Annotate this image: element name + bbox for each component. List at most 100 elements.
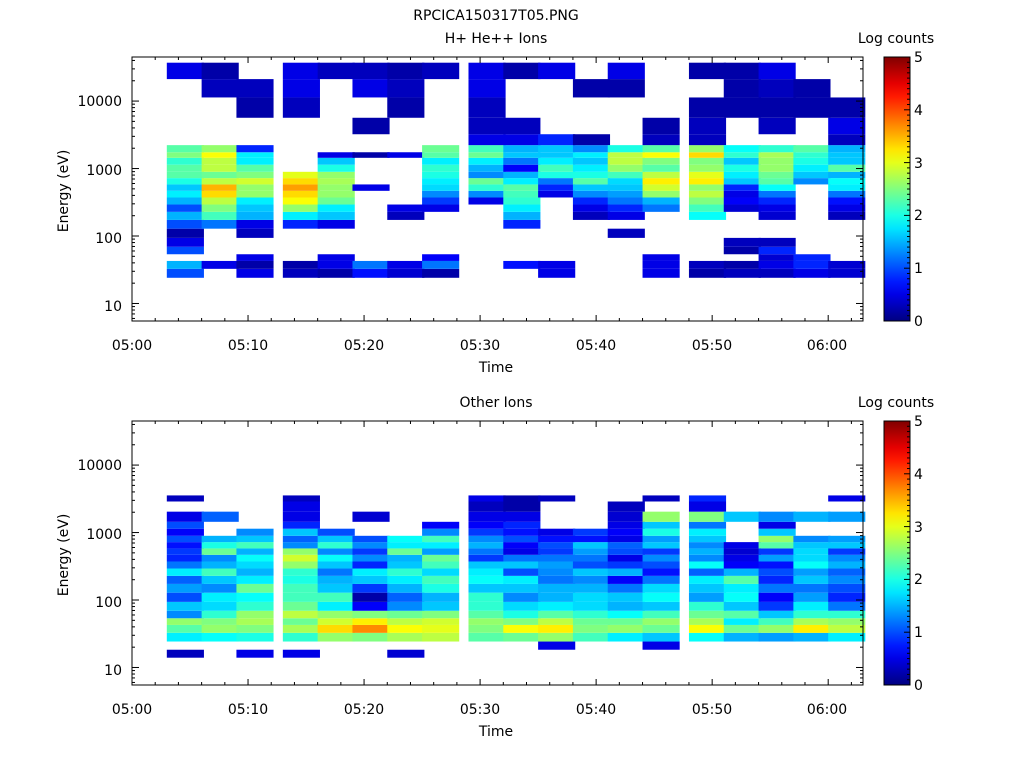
heatmap-cell (422, 152, 460, 158)
colorbar-tick-label: 4 (914, 103, 923, 119)
heatmap-cell (688, 145, 727, 153)
heatmap-cell (642, 528, 680, 536)
heatmap-cell (538, 561, 576, 569)
heatmap-cell (468, 575, 506, 584)
heatmap-cell (317, 542, 355, 549)
heatmap-cell (387, 649, 425, 658)
heatmap-cell (642, 157, 680, 165)
heatmap-cell (201, 190, 239, 198)
heatmap-cell (723, 268, 761, 278)
colorbar-tick-label: 2 (914, 208, 923, 224)
heatmap-cell (503, 561, 541, 569)
heatmap-cell (422, 268, 460, 278)
heatmap-cell (793, 554, 831, 562)
heatmap-cell (317, 601, 355, 611)
heatmap-cell (758, 575, 796, 584)
heatmap-cell (723, 237, 761, 247)
heatmap-cell (572, 575, 611, 584)
heatmap-cell (538, 592, 576, 602)
heatmap-cell (723, 190, 761, 198)
heatmap-cell (828, 268, 866, 278)
heatmap-cell (642, 592, 680, 602)
heatmap-cell (201, 568, 239, 576)
heatmap-cell (758, 568, 796, 576)
heatmap-cell (642, 171, 680, 179)
heatmap-cell (468, 610, 506, 619)
heatmap-cell (282, 260, 320, 269)
heatmap-cell (572, 197, 611, 205)
heatmap-cell (723, 610, 761, 619)
heatmap-cell (572, 554, 611, 562)
heatmap-cell (538, 542, 576, 549)
heatmap-cell (352, 575, 390, 584)
heatmap-cell (607, 610, 645, 619)
heatmap-cell (166, 568, 204, 576)
colorbar-tick-label: 2 (914, 572, 923, 588)
heatmap-cell (793, 178, 831, 185)
colorbar-tick-label: 1 (914, 261, 923, 277)
heatmap-cell (201, 211, 239, 220)
colorbar-ticks-h-he (904, 56, 910, 322)
heatmap-cell (793, 145, 831, 153)
heatmap-cell (201, 632, 239, 642)
heatmap-cell (828, 568, 866, 576)
heatmap-cell (758, 211, 796, 220)
heatmap-cell (642, 641, 680, 650)
heatmap-cell (201, 164, 239, 172)
heatmap-cell (422, 575, 460, 584)
heatmap-cell (642, 178, 680, 185)
heatmap-cell (166, 184, 204, 191)
heatmap-cell (387, 568, 425, 576)
heatmap-cell (236, 554, 274, 562)
heatmap-cell (688, 268, 727, 278)
heatmap-cell (317, 164, 355, 172)
heatmap-cell (422, 164, 460, 172)
heatmap-cell (166, 649, 204, 658)
heatmap-cell (352, 79, 390, 98)
heatmap-cell (758, 157, 796, 165)
heatmap-cell (201, 542, 239, 549)
heatmap-cell (607, 228, 645, 238)
heatmap-cell (828, 535, 866, 543)
y-tick-label: 100 (95, 231, 122, 247)
heatmap-cell (468, 178, 506, 185)
heatmap-cell (642, 548, 680, 555)
heatmap-cell (317, 548, 355, 555)
heatmap-cell (607, 521, 645, 529)
heatmap-cell (387, 561, 425, 569)
heatmap-cell (166, 632, 204, 642)
heatmap-cell (422, 610, 460, 619)
heatmap-cell (503, 495, 541, 502)
x-axis-label-h-he: Time (478, 360, 513, 376)
heatmap-cell (723, 561, 761, 569)
heatmap-cell (468, 548, 506, 555)
heatmap-cell (166, 561, 204, 569)
heatmap-cell (723, 62, 761, 80)
heatmap-cell (352, 561, 390, 569)
y-tick-label: 1000 (86, 527, 122, 543)
heatmap-cell (236, 79, 274, 98)
heatmap-cell (538, 495, 576, 502)
colorbar-tick-label: 0 (914, 678, 923, 694)
heatmap-cell (828, 260, 866, 269)
heatmap-cell (758, 97, 796, 118)
x-tick-label: 06:00 (807, 702, 847, 718)
heatmap-cell (166, 542, 204, 549)
heatmap-cell (166, 535, 204, 543)
heatmap-cell (422, 624, 460, 633)
heatmap-cell (201, 601, 239, 611)
heatmap-cell (201, 554, 239, 562)
heatmap-cell (201, 197, 239, 205)
heatmap-cell (317, 568, 355, 576)
heatmap-cell (317, 528, 355, 536)
heatmap-cell (723, 145, 761, 153)
heatmap-cell (828, 117, 866, 135)
heatmap-cell (422, 204, 460, 212)
heatmap-cell (538, 548, 576, 555)
heatmap-cell (758, 237, 796, 247)
heatmap-cell (828, 157, 866, 165)
heatmap-cell (236, 254, 274, 261)
heatmap-cell (572, 152, 611, 158)
heatmap-cell (352, 268, 390, 278)
heatmap-cell (468, 97, 506, 118)
